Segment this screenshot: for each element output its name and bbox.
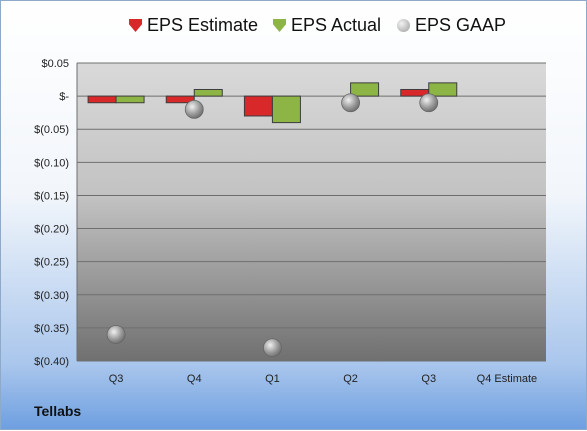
y-tick-label: $(0.25) bbox=[34, 257, 69, 269]
bar-eps-actual bbox=[193, 88, 223, 97]
legend-item-eps-gaap: EPS GAAP bbox=[397, 15, 506, 36]
gaap-marker bbox=[341, 93, 360, 113]
gaap-marker bbox=[184, 99, 204, 119]
bar-eps-estimate bbox=[243, 95, 273, 117]
legend-swatch-eps-gaap bbox=[397, 19, 410, 32]
bar-eps-actual bbox=[271, 95, 301, 124]
legend-label-eps-estimate: EPS Estimate bbox=[147, 15, 259, 35]
plot-area bbox=[77, 63, 546, 361]
y-tick-label: $(0.30) bbox=[34, 290, 69, 302]
y-tick-label: $- bbox=[59, 91, 69, 103]
company-name: Tellabs bbox=[34, 403, 82, 419]
gaap-marker bbox=[263, 338, 282, 358]
gaap-marker bbox=[106, 325, 126, 344]
bar-eps-actual bbox=[428, 82, 458, 97]
x-tick-label: Q1 bbox=[265, 373, 280, 385]
legend-item-eps-estimate: EPS Estimate bbox=[129, 15, 258, 36]
y-tick-label: $(0.10) bbox=[34, 157, 69, 169]
y-tick-label: $(0.15) bbox=[34, 190, 69, 202]
bar-eps-actual bbox=[350, 82, 380, 97]
gaap-marker bbox=[419, 93, 439, 113]
x-tick-label: Q4 Estimate bbox=[477, 373, 538, 385]
legend: EPS Estimate EPS Actual EPS GAAP bbox=[1, 15, 587, 45]
bar-eps-estimate bbox=[165, 95, 195, 104]
legend-label-eps-actual: EPS Actual bbox=[291, 15, 382, 35]
x-tick-label: Q3 bbox=[421, 373, 436, 385]
y-tick-label: $(0.20) bbox=[34, 224, 69, 236]
y-tick-label: $(0.35) bbox=[34, 323, 69, 335]
legend-label-eps-gaap: EPS GAAP bbox=[415, 15, 507, 35]
x-tick-label: Q2 bbox=[343, 373, 358, 385]
x-tick-label: Q4 bbox=[187, 373, 202, 385]
bar-eps-estimate bbox=[87, 95, 117, 104]
x-tick-label: Q3 bbox=[109, 373, 124, 385]
legend-item-eps-actual: EPS Actual bbox=[273, 15, 381, 36]
y-tick-label: $(0.40) bbox=[34, 356, 69, 368]
y-tick-label: $0.05 bbox=[41, 58, 69, 70]
bar-eps-actual bbox=[115, 95, 145, 104]
y-tick-label: $(0.05) bbox=[34, 124, 69, 136]
